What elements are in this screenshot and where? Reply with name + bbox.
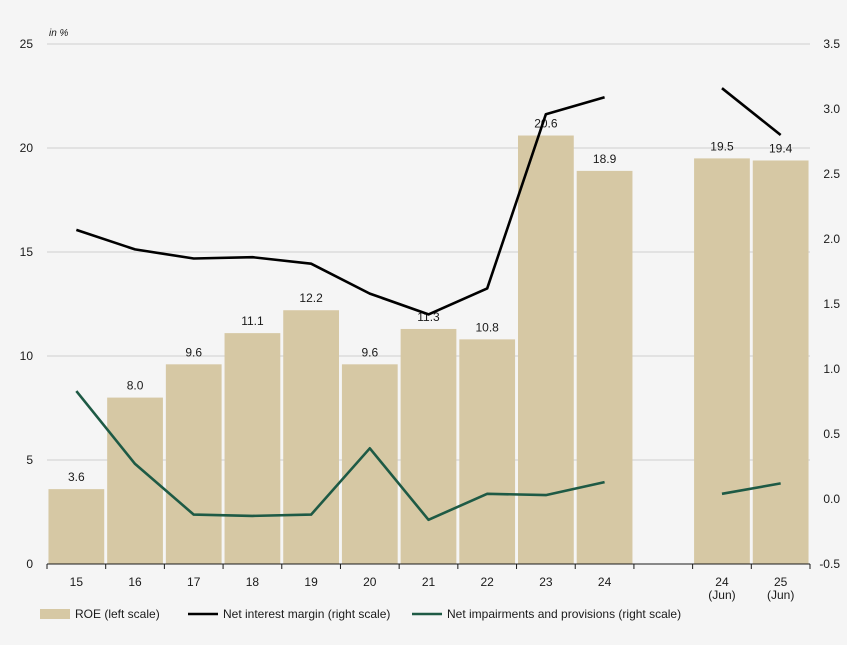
series-line	[721, 87, 782, 137]
x-axis-tick-label: 16	[128, 575, 142, 589]
right-axis-tick-label: 1.0	[823, 362, 840, 376]
bar-value-label: 18.9	[593, 152, 617, 166]
x-axis-tick-label: 24	[598, 575, 612, 589]
bar-value-label: 12.2	[299, 291, 323, 305]
x-axis-tick-label: 22	[481, 575, 495, 589]
bar	[48, 489, 105, 564]
right-axis-tick-label: 1.5	[823, 297, 840, 311]
legend-label: Net impairments and provisions (right sc…	[447, 607, 681, 621]
bar	[459, 339, 516, 564]
bar-value-label: 3.6	[68, 470, 85, 484]
axis-unit-label: in %	[49, 28, 69, 39]
right-axis-tick-label: 0.5	[823, 427, 840, 441]
series-line	[721, 482, 781, 496]
bar	[518, 135, 574, 564]
left-axis-tick-label: 10	[20, 349, 34, 363]
right-axis-tick-label: 2.5	[823, 167, 840, 181]
right-axis-tick-label: -0.5	[819, 557, 840, 571]
x-axis-tick-label: 25	[774, 575, 788, 589]
x-axis-tick-label: (Jun)	[767, 588, 794, 602]
bar-value-label: 8.0	[127, 379, 144, 393]
bar-value-label: 9.6	[361, 345, 378, 359]
bar-value-label: 19.4	[769, 141, 793, 155]
left-axis-tick-label: 5	[26, 453, 33, 467]
bar-value-label: 10.8	[476, 320, 500, 334]
x-axis-tick-label: 21	[422, 575, 436, 589]
legend-label: ROE (left scale)	[75, 607, 160, 621]
series-line	[75, 96, 605, 316]
bar	[341, 364, 398, 564]
bar-value-label: 11.1	[241, 314, 264, 328]
bar	[694, 158, 750, 564]
bar-value-label: 19.5	[710, 139, 734, 153]
x-axis-tick-label: 19	[304, 575, 318, 589]
bar	[165, 364, 222, 564]
right-axis-tick-label: 2.0	[823, 232, 840, 246]
bar-value-label: 20.6	[534, 117, 558, 131]
x-axis-tick-label: 24	[715, 575, 729, 589]
bar	[576, 170, 633, 564]
bar-value-label: 9.6	[185, 345, 202, 359]
x-axis-tick-label: 20	[363, 575, 377, 589]
left-axis-tick-label: 20	[20, 141, 34, 155]
legend-swatch	[40, 609, 70, 619]
x-axis-tick-label: 23	[539, 575, 553, 589]
bar	[224, 333, 281, 564]
x-axis-tick-label: 18	[246, 575, 260, 589]
right-axis-tick-label: 3.0	[823, 102, 840, 116]
x-axis-tick-label: 17	[187, 575, 201, 589]
bar	[752, 160, 809, 565]
series-line	[75, 390, 605, 522]
right-axis-tick-label: 0.0	[823, 492, 840, 506]
x-axis-tick-label: (Jun)	[708, 588, 735, 602]
right-axis-tick-label: 3.5	[823, 37, 840, 51]
x-axis-tick-label: 15	[70, 575, 84, 589]
bar	[283, 310, 339, 564]
left-axis-tick-label: 25	[20, 37, 34, 51]
left-axis-tick-label: 0	[26, 557, 33, 571]
legend-label: Net interest margin (right scale)	[223, 607, 390, 621]
bar	[400, 328, 457, 564]
left-axis-tick-label: 15	[20, 245, 34, 259]
